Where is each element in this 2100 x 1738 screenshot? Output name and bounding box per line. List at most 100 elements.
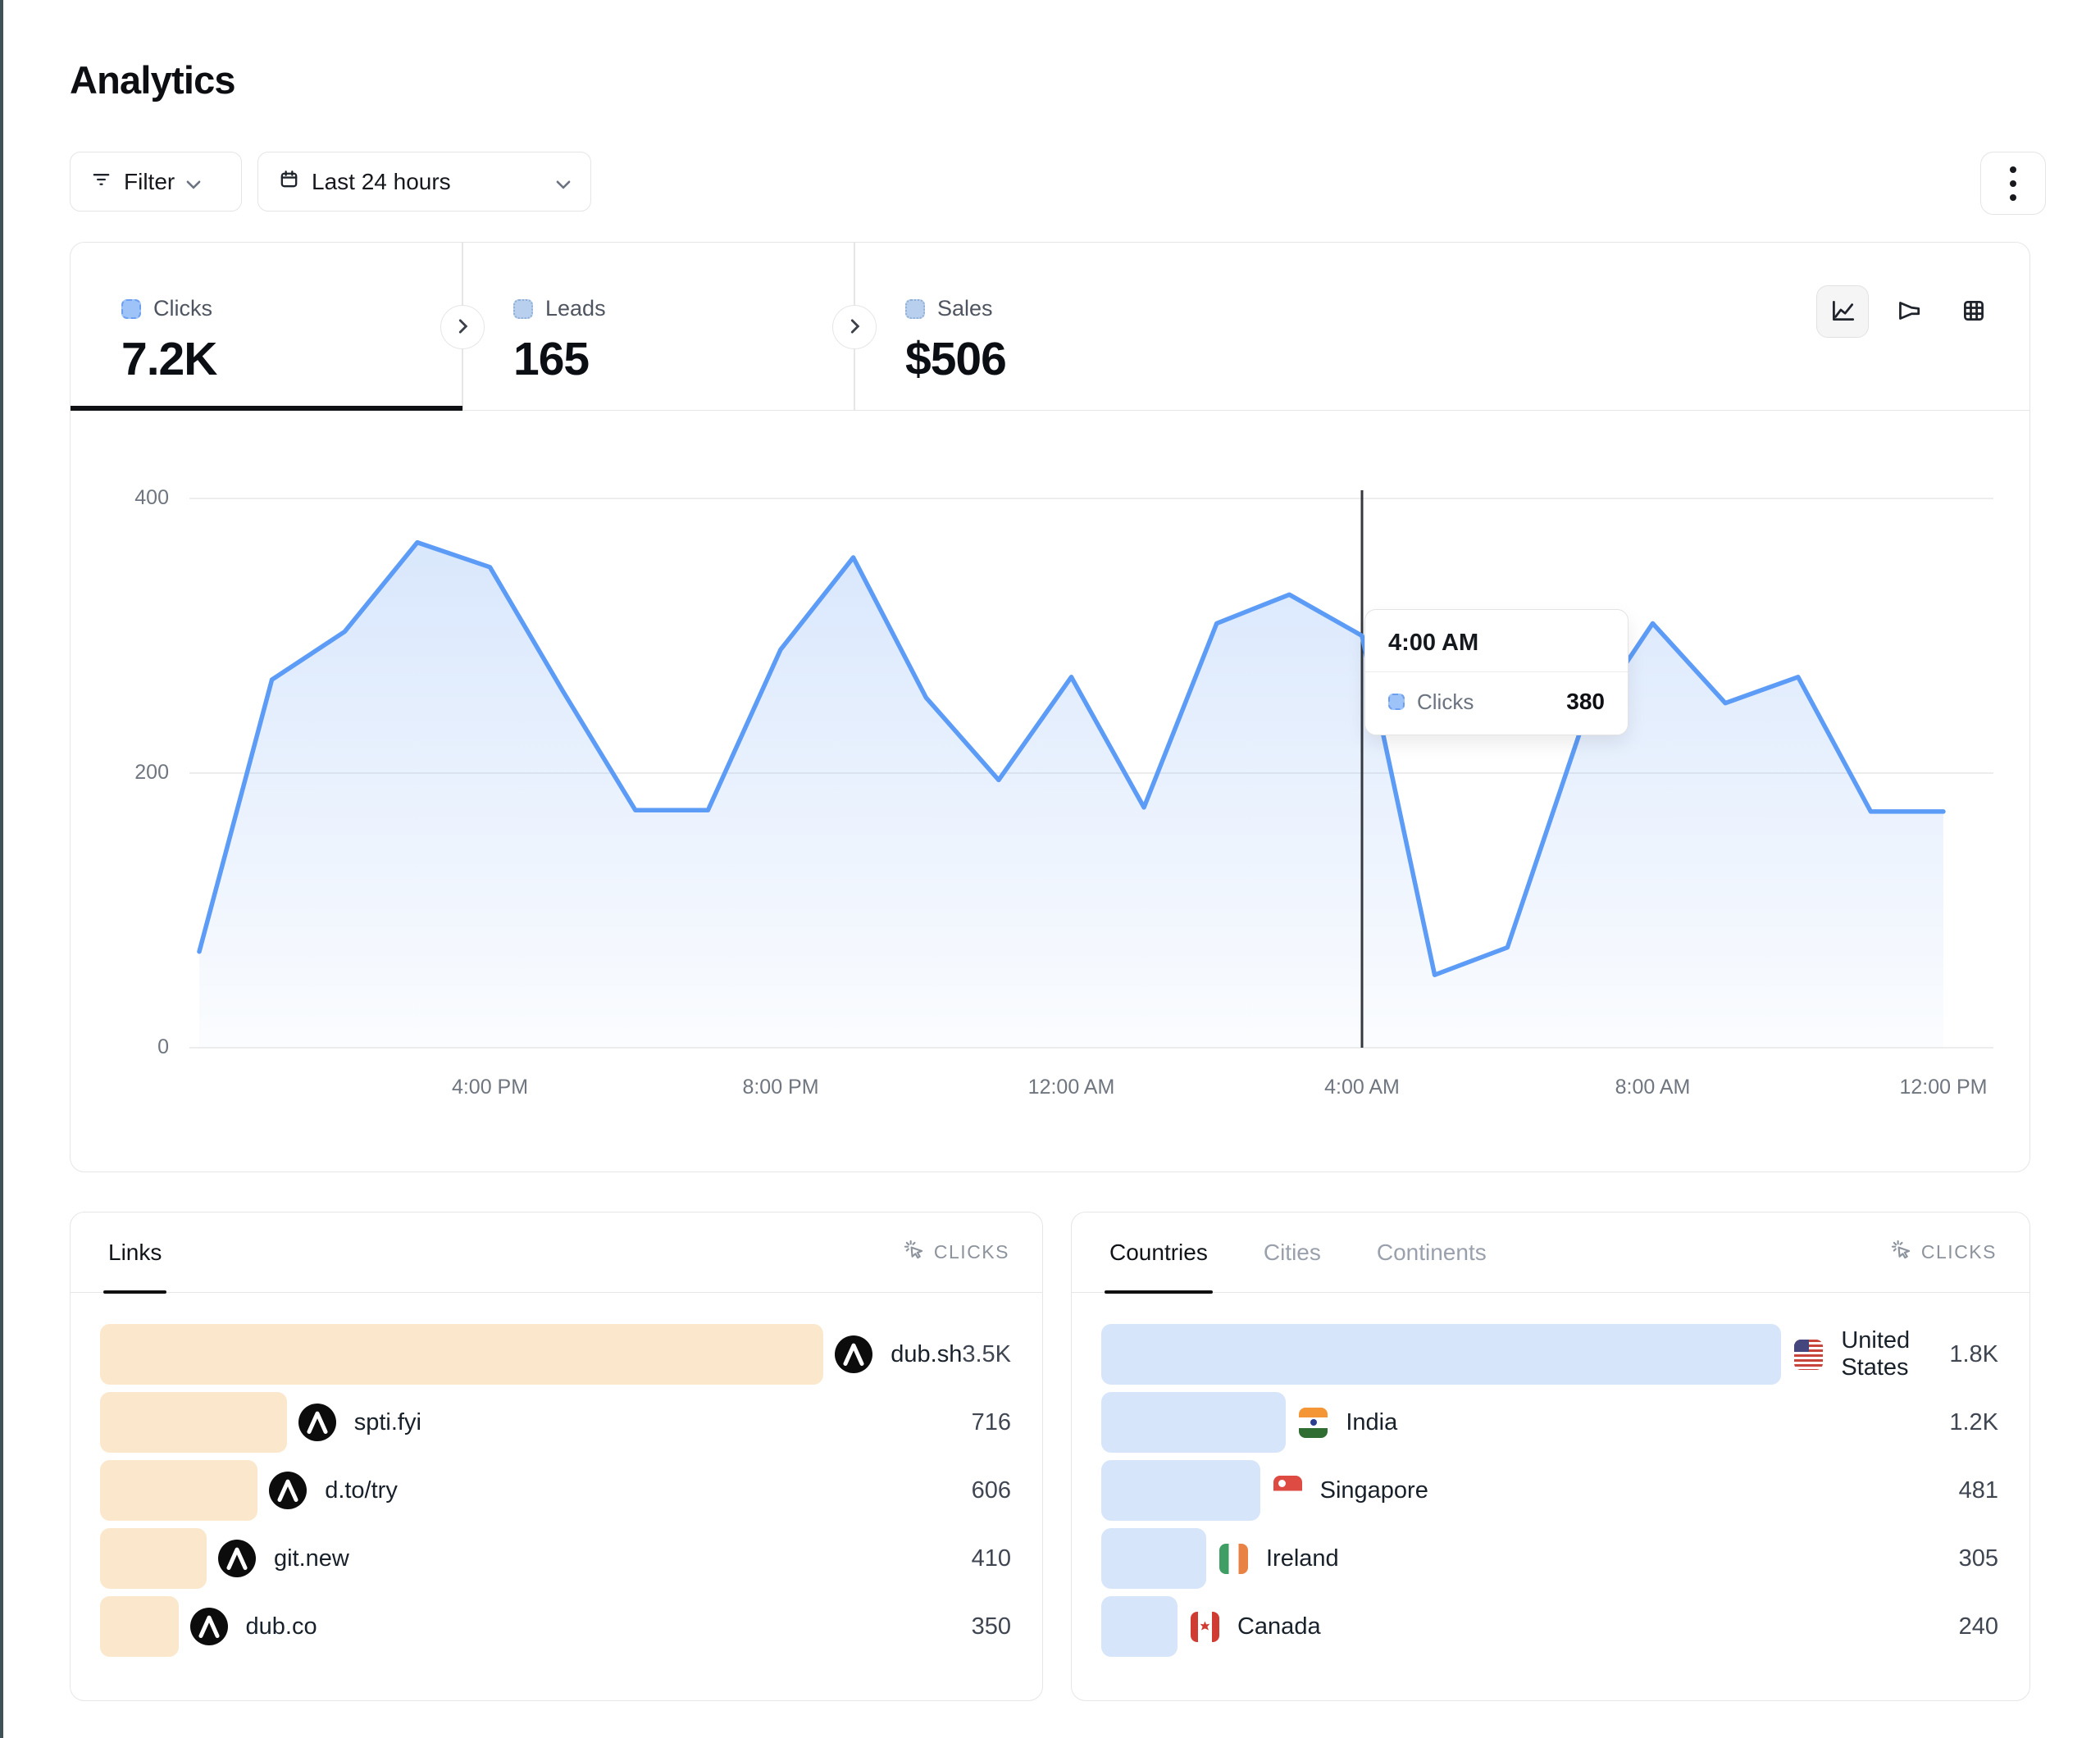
country-row[interactable]: United States 1.8K [1101,1324,1998,1385]
line-chart-view-button[interactable] [1816,285,1869,338]
x-axis-tick-label: 4:00 PM [451,1076,529,1099]
sales-tab-label: Sales [937,296,993,321]
link-bar [100,1528,207,1589]
link-label: spti.fyi [353,1408,421,1435]
analytics-chart-card: Clicks 7.2K Leads 165 Sales $506 [70,242,2030,1172]
stats-header: Clicks 7.2K Leads 165 Sales $506 [71,243,2029,411]
dub-logo-icon [298,1404,336,1441]
clicks-series-line [197,539,1946,977]
india-flag-icon [1299,1407,1328,1438]
links-metric-selector[interactable]: CLICKS [903,1239,1009,1266]
country-row[interactable]: India 1.2K [1101,1392,1998,1453]
country-clicks-value: 481 [1958,1476,1998,1504]
date-range-label: Last 24 hours [312,168,451,194]
country-clicks-value: 240 [1958,1613,1998,1640]
link-label: dub.sh [891,1340,963,1367]
link-row[interactable]: dub.co 350 [100,1596,1011,1657]
country-row[interactable]: Ireland 305 [1101,1528,1998,1589]
filter-button[interactable]: Filter [70,152,242,212]
country-clicks-value: 1.2K [1949,1408,1998,1435]
funnel-chart-view-button[interactable] [1882,285,1934,338]
link-label: dub.co [245,1613,317,1640]
clicks-marker-icon [121,298,141,319]
tab-countries[interactable]: Countries [1105,1213,1213,1294]
country-row[interactable]: Canada 240 [1101,1596,1998,1657]
funnel-chart-icon [1893,296,1923,328]
tab-clicks[interactable]: Clicks 7.2K [71,243,462,410]
links-metric-label: CLICKS [933,1241,1009,1263]
x-axis-tick-label: 12:00 PM [1899,1076,1988,1099]
link-clicks-value: 606 [971,1476,1011,1504]
link-bar [100,1460,258,1521]
country-bar [1101,1528,1206,1589]
area-chart-canvas[interactable] [189,489,1993,1054]
link-row[interactable]: git.new 410 [100,1528,1011,1589]
dub-logo-icon [269,1472,307,1509]
table-view-button[interactable] [1947,285,2000,338]
chevron-right-icon [850,319,860,336]
page-title: Analytics [70,58,236,102]
country-bar [1101,1596,1178,1657]
country-label: Singapore [1319,1476,1428,1504]
date-range-button[interactable]: Last 24 hours [257,152,591,212]
country-bar [1101,1324,1782,1385]
tab-sales[interactable]: Sales $506 [854,243,1246,410]
country-label: United States [1841,1327,1911,1381]
link-clicks-value: 716 [971,1408,1011,1435]
kebab-menu-icon [2010,166,2016,201]
continents-tab-label: Continents [1376,1239,1487,1265]
chart-type-switcher [1816,285,2000,338]
link-clicks-value: 410 [971,1545,1011,1572]
countries-tab-label: Countries [1109,1239,1208,1265]
link-label: git.new [273,1545,349,1572]
dub-logo-icon [217,1540,256,1577]
links-panel: Links CLICKS dub.sh 3.5K [70,1212,1043,1701]
clicks-value: 7.2K [121,333,217,385]
canada-flag-icon [1190,1611,1219,1642]
expand-clicks-button[interactable] [440,305,485,349]
country-bar [1101,1392,1287,1453]
table-grid-icon [1959,296,1988,328]
dub-logo-icon [835,1335,873,1373]
link-row[interactable]: d.to/try 606 [100,1460,1011,1521]
country-label: Canada [1237,1613,1321,1640]
expand-leads-button[interactable] [832,305,877,349]
leads-marker-icon [513,298,533,319]
leads-value: 165 [513,333,590,385]
country-clicks-value: 1.8K [1949,1340,1998,1367]
x-axis-tick-label: 12:00 AM [1027,1076,1115,1099]
countries-metric-label: CLICKS [1920,1241,1997,1263]
link-row[interactable]: dub.sh 3.5K [100,1324,1011,1385]
ireland-flag-icon [1219,1543,1248,1574]
tab-continents[interactable]: Continents [1372,1213,1492,1292]
clicks-tab-label: Clicks [153,296,212,321]
dub-logo-icon [189,1608,228,1645]
active-tab-underline [71,406,462,411]
countries-panel: Countries Cities Continents CLICKS [1071,1212,2030,1701]
singapore-flag-icon [1273,1475,1302,1506]
y-axis-tick-label: 400 [134,486,169,509]
y-axis-tick-label: 200 [134,761,169,784]
cursor-click-icon [903,1239,925,1266]
more-menu-button[interactable] [1980,152,2046,215]
cursor-click-icon [1890,1239,1912,1266]
line-chart-icon [1828,296,1857,328]
country-clicks-value: 305 [1958,1545,1998,1572]
leads-tab-label: Leads [545,296,606,321]
tab-links[interactable]: Links [103,1213,167,1294]
tab-cities[interactable]: Cities [1259,1213,1326,1292]
tab-leads[interactable]: Leads 165 [462,243,854,410]
link-row[interactable]: spti.fyi 716 [100,1392,1011,1453]
country-row[interactable]: Singapore 481 [1101,1460,1998,1521]
link-clicks-value: 3.5K [962,1340,1011,1367]
us-flag-icon [1794,1339,1824,1370]
link-bar [100,1596,179,1657]
country-bar [1101,1460,1260,1521]
countries-metric-selector[interactable]: CLICKS [1890,1239,1997,1266]
country-label: India [1346,1408,1398,1435]
sales-value: $506 [905,333,1007,385]
links-tab-label: Links [108,1239,162,1265]
link-bar [100,1392,287,1453]
chevron-down-icon [186,169,201,195]
